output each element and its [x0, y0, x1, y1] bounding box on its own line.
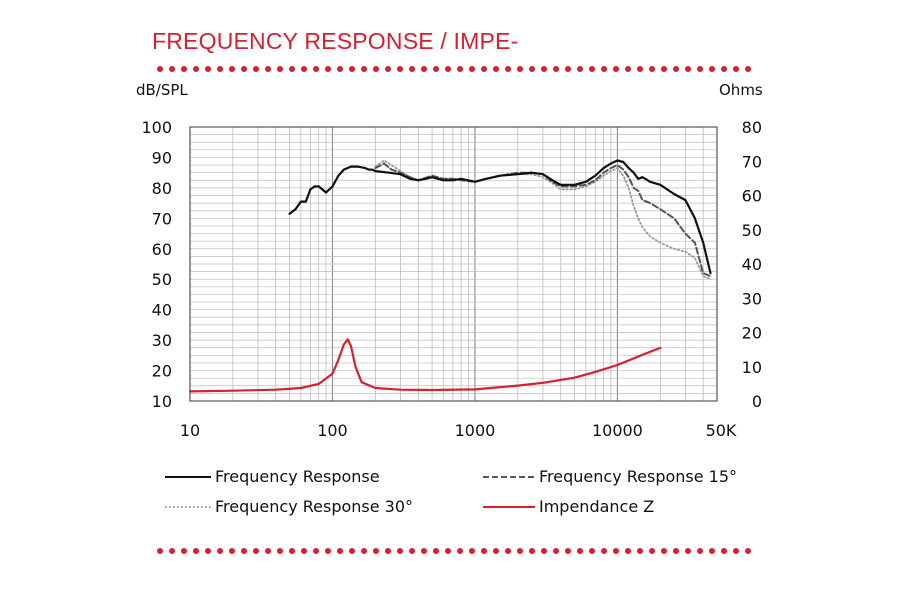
series-line-impedance [188, 338, 662, 393]
y-left-tick-label: 30 [152, 331, 172, 350]
x-tick-label: 50K [706, 421, 737, 440]
legend-impedance: Impendance Z [483, 497, 654, 516]
legend-frequency-response-30: Frequency Response 30° [165, 497, 413, 516]
y-right-tick-label: 70 [742, 152, 762, 171]
series-line-frequency-response-15 [374, 162, 712, 278]
y-left-tick-label: 70 [152, 209, 172, 228]
y-left-tick-label: 80 [152, 179, 172, 198]
legend-label-fr: Frequency Response [215, 467, 380, 486]
y-left-tick-label: 60 [152, 240, 172, 259]
y-right-tick-label: 60 [742, 187, 762, 206]
y-left-tick-label: 100 [141, 118, 172, 137]
legend-frequency-response: Frequency Response [165, 467, 380, 486]
y-left-tick-label: 20 [152, 362, 172, 381]
dotted-divider-top [157, 66, 751, 72]
y-left-tick-label: 40 [152, 301, 172, 320]
legend-frequency-response-15: Frequency Response 15° [483, 467, 737, 486]
legend-dotted-line-icon [165, 505, 211, 508]
y-right-tick-label: 80 [742, 118, 762, 137]
page-title: FREQUENCY RESPONSE / IMPE- [152, 28, 519, 54]
y-left-axis-unit: dB/SPL [136, 81, 188, 99]
y-left-tick-label: 50 [152, 270, 172, 289]
y-right-tick-label: 10 [742, 358, 762, 377]
legend-dashed-line-icon [483, 475, 535, 478]
legend-label-fr30: Frequency Response 30° [215, 497, 414, 516]
x-tick-label: 10000 [592, 421, 643, 440]
y-left-tick-label: 10 [152, 392, 172, 411]
y-right-tick-label: 20 [742, 324, 762, 343]
y-left-tick-label: 90 [152, 148, 172, 167]
y-right-tick-label: 50 [742, 221, 762, 240]
series-line-frequency-response [288, 159, 712, 275]
x-tick-label: 100 [317, 421, 348, 440]
legend-red-line-icon [483, 505, 535, 508]
plot-frame [189, 126, 718, 402]
y-right-tick-label: 40 [742, 255, 762, 274]
legend-solid-line-icon [165, 475, 211, 478]
x-tick-label: 1000 [455, 421, 496, 440]
y-right-axis-unit: Ohms [719, 81, 763, 99]
x-tick-label: 10 [180, 421, 200, 440]
legend-label-fr15: Frequency Response 15° [539, 467, 738, 486]
y-right-tick-label: 0 [752, 392, 762, 411]
y-right-tick-label: 30 [742, 289, 762, 308]
dotted-divider-bottom [157, 548, 751, 554]
legend-label-z: Impendance Z [539, 497, 655, 516]
